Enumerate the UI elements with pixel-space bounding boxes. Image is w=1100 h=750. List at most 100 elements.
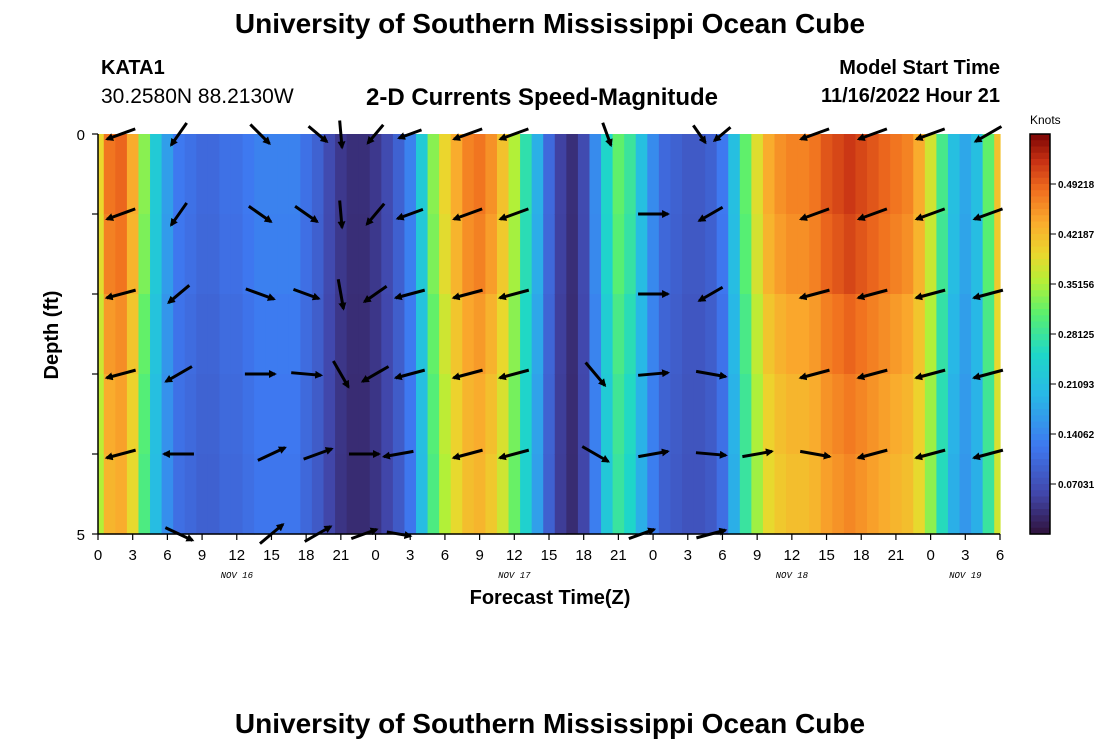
heatmap-cell	[543, 134, 556, 215]
heatmap-cell	[184, 374, 197, 455]
colorbar-segment	[1030, 421, 1050, 429]
heatmap-cell	[947, 134, 961, 215]
heatmap-cell	[230, 294, 244, 375]
current-vector	[498, 207, 529, 221]
heatmap-cell	[300, 134, 313, 215]
heatmap-cell	[254, 294, 267, 375]
heatmap-cell	[612, 294, 625, 375]
heatmap-cell	[126, 134, 140, 215]
current-vector	[452, 127, 483, 141]
heatmap-cell	[705, 374, 718, 455]
heatmap-cell	[392, 294, 406, 375]
heatmap-cell	[496, 454, 510, 535]
heatmap-cell	[381, 294, 394, 375]
heatmap-cell	[311, 134, 325, 215]
heatmap-cell	[335, 214, 348, 295]
heatmap-cell	[496, 374, 510, 455]
heatmap-cell	[543, 294, 556, 375]
colorbar-tick-label: 0.07031	[1058, 480, 1095, 491]
heatmap-cell	[624, 454, 637, 535]
heatmap-cell	[254, 134, 267, 215]
heatmap-cell	[427, 374, 440, 455]
heatmap-cell	[230, 214, 244, 295]
heatmap-cell	[323, 374, 336, 455]
heatmap-cell	[404, 454, 417, 535]
heatmap-cell	[439, 214, 452, 295]
colorbar-segment	[1030, 271, 1050, 279]
heatmap-cell	[404, 134, 417, 215]
heatmap-cell	[150, 214, 163, 295]
heatmap-cell	[369, 454, 382, 535]
x-tick-label: 15	[263, 547, 280, 564]
colorbar-segment	[1030, 371, 1050, 379]
current-vector	[581, 445, 610, 463]
colorbar-segment	[1030, 509, 1050, 516]
heatmap-cell	[288, 454, 301, 535]
heatmap-cell	[867, 374, 880, 455]
heatmap-cell	[577, 134, 591, 215]
colorbar-segment	[1030, 415, 1050, 423]
heatmap-cell	[439, 374, 452, 455]
x-tick-label: 18	[298, 547, 315, 564]
current-vector	[695, 450, 728, 459]
heatmap-cell	[300, 294, 313, 375]
heatmap-cell	[439, 134, 452, 215]
x-tick-label: 18	[575, 547, 592, 564]
current-vector	[294, 205, 319, 223]
heatmap-cell	[855, 454, 868, 535]
heatmap-cell	[601, 294, 614, 375]
current-vector	[337, 120, 346, 150]
heatmap-cell	[982, 214, 995, 295]
heatmap-cell	[786, 214, 799, 295]
colorbar-segment	[1030, 165, 1050, 173]
heatmap-cell	[947, 454, 961, 535]
current-vector	[164, 365, 193, 383]
heatmap-cell	[335, 134, 348, 215]
heatmap-cell	[982, 454, 995, 535]
heatmap-cell	[774, 134, 787, 215]
x-tick-label: 6	[996, 547, 1004, 564]
heatmap-cell	[716, 294, 729, 375]
heatmap-cell	[543, 214, 556, 295]
heatmap-cell	[219, 454, 232, 535]
heatmap-cell	[878, 454, 891, 535]
date-label: NOV 19	[949, 571, 982, 581]
heatmap-cell	[300, 374, 313, 455]
colorbar-segment	[1030, 477, 1050, 485]
colorbar-segment	[1030, 290, 1050, 298]
current-vector	[169, 202, 188, 227]
colorbar-segment	[1030, 227, 1050, 235]
heatmap-cell	[762, 374, 776, 455]
current-vector	[247, 205, 273, 223]
current-vector	[257, 446, 287, 462]
heatmap-cell	[439, 294, 452, 375]
heatmap-cell	[277, 454, 290, 535]
heatmap-cell	[739, 374, 752, 455]
heatmap-cell	[126, 374, 140, 455]
heatmap-cell	[843, 294, 857, 375]
heatmap-cell	[843, 374, 857, 455]
heatmap-cell	[323, 454, 336, 535]
colorbar-segment	[1030, 177, 1050, 185]
heatmap-cell	[693, 374, 706, 455]
heatmap-cell	[358, 374, 371, 455]
heatmap-cell	[531, 134, 544, 215]
heatmap-cell	[485, 134, 498, 215]
heatmap-cell	[115, 454, 128, 535]
heatmap-cell	[450, 454, 463, 535]
heatmap-cell	[196, 374, 209, 455]
current-vector	[497, 368, 530, 381]
heatmap-cell	[901, 454, 914, 535]
heatmap-cell	[890, 454, 903, 535]
heatmap-cell	[346, 374, 359, 455]
model-start-label: Model Start Time	[839, 57, 1000, 79]
heatmap-cell	[982, 294, 995, 375]
heatmap-cell	[693, 454, 706, 535]
heatmap-cell	[647, 214, 660, 295]
heatmap-cell	[520, 134, 533, 215]
heatmap-cell	[161, 454, 174, 535]
heatmap-cell	[612, 134, 625, 215]
heatmap-cell	[913, 214, 926, 295]
heatmap-cell	[450, 374, 463, 455]
heatmap-cell	[809, 294, 822, 375]
